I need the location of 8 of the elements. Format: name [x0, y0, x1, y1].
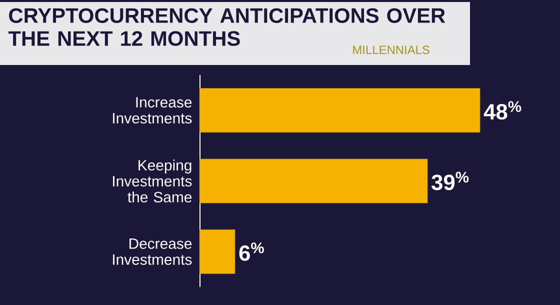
chart-subtitle: MILLENNIALS — [353, 46, 430, 54]
data-label: 39$^{%}$ — [432, 172, 469, 190]
y-tick-label: Increase Investments — [113, 97, 192, 124]
y-tick-label: Keeping Investments the Same — [113, 160, 192, 202]
data-label: 48$^{%}$ — [484, 101, 522, 120]
data-label: 6$^{%}$ — [239, 242, 264, 261]
chart-title: CRYPTOCURRENCY ANTICIPATIONS OVER THE NEXT 12 MONTHS — [8, 8, 446, 46]
y-tick-label: Decrease Investments — [113, 238, 192, 265]
